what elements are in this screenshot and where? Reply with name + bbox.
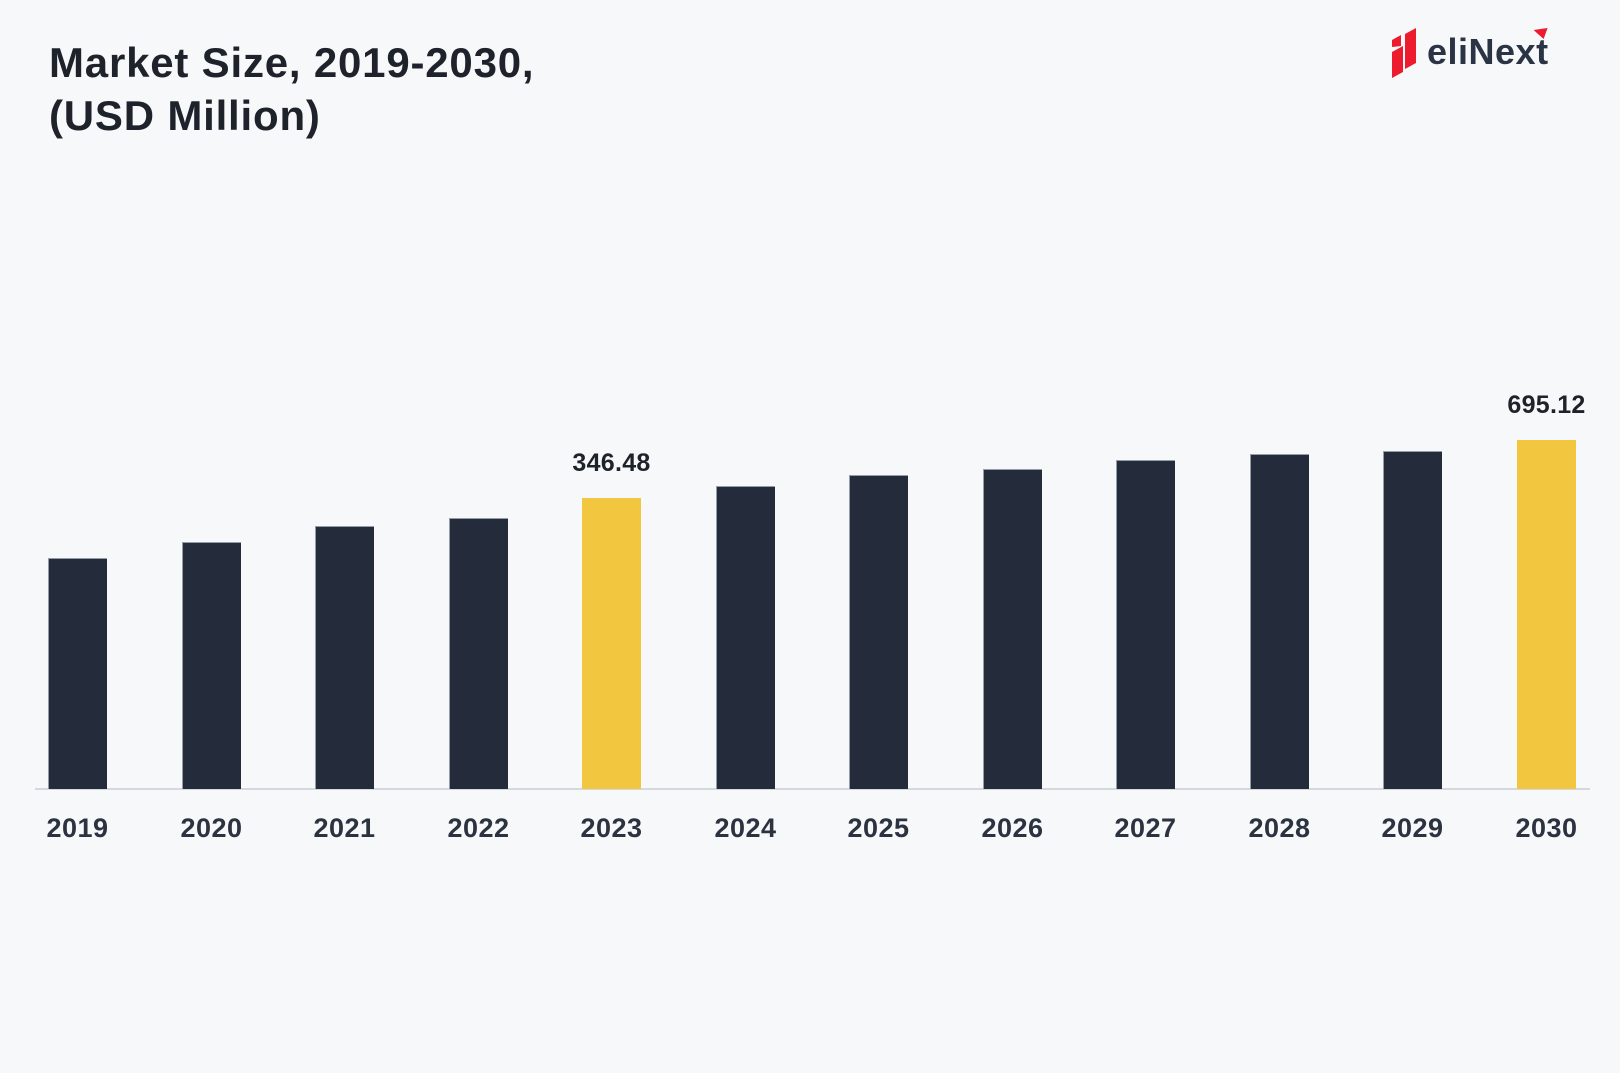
x-tick-label-2021: 2021	[313, 813, 376, 843]
bar-2030	[1517, 440, 1576, 789]
bar-2022	[449, 518, 508, 789]
bar-2024	[716, 486, 775, 789]
bar-2027	[1116, 460, 1175, 789]
x-tick-label-2027: 2027	[1114, 813, 1177, 843]
value-label-2023: 346.48	[572, 449, 651, 477]
bar-2020	[182, 542, 241, 789]
x-tick-label-2019: 2019	[46, 813, 109, 843]
x-tick-label-2023: 2023	[580, 813, 643, 843]
chart-title-line2: (USD Million)	[49, 92, 321, 139]
x-axis-line	[35, 788, 1590, 790]
chart-title: Market Size, 2019-2030, (USD Million)	[49, 36, 534, 142]
elinext-logo-text: eliNext	[1427, 28, 1549, 73]
elinext-logo: eliNext	[1388, 26, 1549, 78]
x-tick-label-2020: 2020	[180, 813, 243, 843]
x-tick-label-2025: 2025	[847, 813, 910, 843]
bar-2025	[849, 475, 908, 789]
bar-2021	[315, 526, 374, 789]
bar-2029	[1383, 451, 1442, 789]
x-tick-label-2029: 2029	[1381, 813, 1444, 843]
x-tick-label-2028: 2028	[1248, 813, 1311, 843]
x-tick-label-2030: 2030	[1515, 813, 1578, 843]
elinext-logo-icon	[1392, 28, 1416, 78]
bar-2028	[1250, 454, 1309, 789]
value-label-2030: 695.12	[1507, 391, 1586, 419]
x-tick-label-2024: 2024	[714, 813, 777, 843]
x-tick-label-2022: 2022	[447, 813, 510, 843]
bar-2019	[48, 558, 107, 789]
bar-2023	[582, 498, 641, 789]
logo-t-accent-icon	[1533, 28, 1548, 39]
bar-2026	[983, 469, 1042, 789]
chart-title-line1: Market Size, 2019-2030,	[49, 39, 535, 86]
x-tick-label-2026: 2026	[981, 813, 1044, 843]
